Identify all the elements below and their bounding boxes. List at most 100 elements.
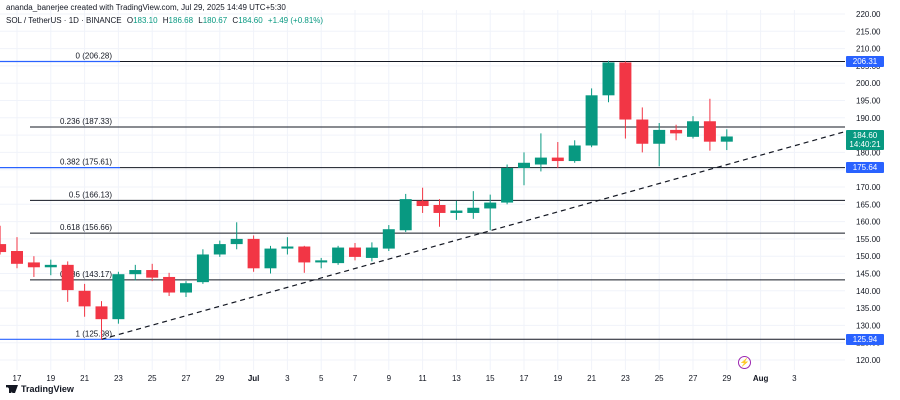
candles — [0, 60, 733, 340]
candle-body — [95, 306, 108, 320]
fib-0-badge: 206.31 — [846, 55, 884, 67]
y-tick-label: 210.00 — [856, 45, 881, 54]
fib-level-label: 1 (125.98) — [76, 329, 113, 338]
candle-body — [112, 274, 125, 320]
y-tick-label: 135.00 — [856, 304, 881, 313]
symbol-legend[interactable]: SOL / TetherUS · 1D · BINANCE O183.10 H1… — [6, 16, 326, 25]
x-tick-label: Jul — [248, 374, 260, 383]
candle-body — [180, 283, 192, 293]
x-tick-label: 19 — [46, 374, 55, 383]
candle-body — [213, 244, 226, 255]
open-value: 183.10 — [133, 16, 158, 25]
time-axis[interactable]: 17 19 21 23 25 27 29 Jul 3 5 7 9 11 13 15 17 19 21 23 25 27 2… — [13, 374, 798, 383]
candle-body — [247, 238, 260, 269]
close-value: 184.60 — [238, 16, 263, 25]
current-price-badge: 184.60 14:40:21 — [846, 130, 884, 151]
fib-level-label: 0.382 (175.61) — [60, 158, 112, 167]
y-tick-label: 140.00 — [856, 287, 881, 296]
y-tick-label: 120.00 — [856, 356, 881, 365]
x-tick-label: Aug — [753, 374, 769, 383]
tradingview-logo-icon — [6, 385, 18, 393]
candle-body — [332, 247, 345, 264]
close-label: C — [232, 16, 239, 25]
candle-body — [298, 246, 311, 263]
candle-body — [11, 251, 23, 264]
x-tick-label: 21 — [587, 374, 596, 383]
candle-body — [27, 262, 40, 268]
x-tick-label: 25 — [655, 374, 664, 383]
fib-level-label: 0.5 (166.13) — [69, 190, 112, 199]
y-tick-label: 180.00 — [856, 148, 881, 157]
y-tick-label: 145.00 — [856, 270, 881, 279]
x-tick-label: 27 — [182, 374, 191, 383]
x-tick-label: 23 — [621, 374, 630, 383]
x-tick-label: 11 — [418, 374, 427, 383]
candle-body — [653, 129, 666, 144]
x-tick-label: 7 — [353, 374, 358, 383]
fib-level-label: 0.236 (187.33) — [60, 117, 112, 126]
chart-credit: ananda_banerjee created with TradingView… — [6, 3, 286, 12]
candle-body — [450, 210, 463, 213]
x-tick-label: 3 — [792, 374, 797, 383]
x-tick-label: 17 — [520, 374, 529, 383]
candle-body — [416, 200, 429, 207]
x-tick-label: 9 — [387, 374, 392, 383]
trendline-line — [101, 131, 846, 340]
low-value: 180.67 — [202, 16, 228, 25]
x-tick-label: 27 — [689, 374, 698, 383]
y-tick-label: 160.00 — [856, 218, 881, 227]
candle-body — [264, 248, 277, 269]
trendline[interactable] — [101, 131, 846, 340]
y-tick-label: 170.00 — [856, 183, 881, 192]
candle-body — [365, 247, 378, 258]
fib-level-label: 0 (206.28) — [76, 51, 113, 60]
x-tick-label: 17 — [13, 374, 22, 383]
candle-body — [602, 62, 615, 96]
low-label: L — [198, 16, 203, 25]
x-tick-label: 29 — [722, 374, 731, 383]
y-tick-label: 130.00 — [856, 321, 881, 330]
y-tick-label: 200.00 — [856, 79, 881, 88]
candle-body — [399, 199, 412, 231]
candle-body — [281, 246, 294, 249]
high-value: 186.68 — [168, 16, 194, 25]
x-tick-label: 25 — [148, 374, 157, 383]
x-tick-label: 29 — [215, 374, 224, 383]
candle-body — [0, 244, 7, 253]
candle-body — [315, 260, 328, 263]
lightning-icon[interactable]: ⚡ — [738, 356, 751, 369]
candle-body — [551, 157, 564, 162]
candle-body — [585, 95, 598, 146]
candle-body — [467, 207, 480, 213]
x-tick-label: 19 — [553, 374, 562, 383]
y-tick-label: 220.00 — [856, 10, 881, 19]
open-label: O — [126, 16, 134, 25]
y-tick-label: 190.00 — [856, 114, 881, 123]
candle-body — [349, 247, 361, 257]
candle-body — [670, 129, 683, 134]
candle-body — [619, 62, 632, 120]
high-label: H — [162, 16, 169, 25]
candle-body — [61, 264, 74, 291]
x-tick-label: 5 — [319, 374, 324, 383]
candle-body — [146, 270, 159, 278]
y-tick-label: 155.00 — [856, 235, 881, 244]
candle-body — [636, 119, 649, 144]
symbol-name: SOL / TetherUS · 1D · BINANCE — [6, 16, 122, 25]
candle-body — [163, 276, 176, 293]
candle-body — [433, 204, 446, 213]
x-tick-label: 23 — [114, 374, 123, 383]
x-tick-label: 21 — [80, 374, 89, 383]
candle-body — [568, 145, 581, 162]
x-tick-label: 13 — [452, 374, 461, 383]
candle-body — [78, 290, 91, 307]
candle-body — [534, 157, 547, 165]
candle-body — [196, 254, 209, 283]
candle-body — [703, 121, 716, 142]
candle-body — [518, 162, 530, 168]
tradingview-logo[interactable]: TradingView — [6, 384, 74, 394]
y-tick-label: 150.00 — [856, 252, 881, 261]
x-tick-label: 15 — [486, 374, 495, 383]
fib-level-label: 0.786 (143.17) — [60, 270, 112, 279]
